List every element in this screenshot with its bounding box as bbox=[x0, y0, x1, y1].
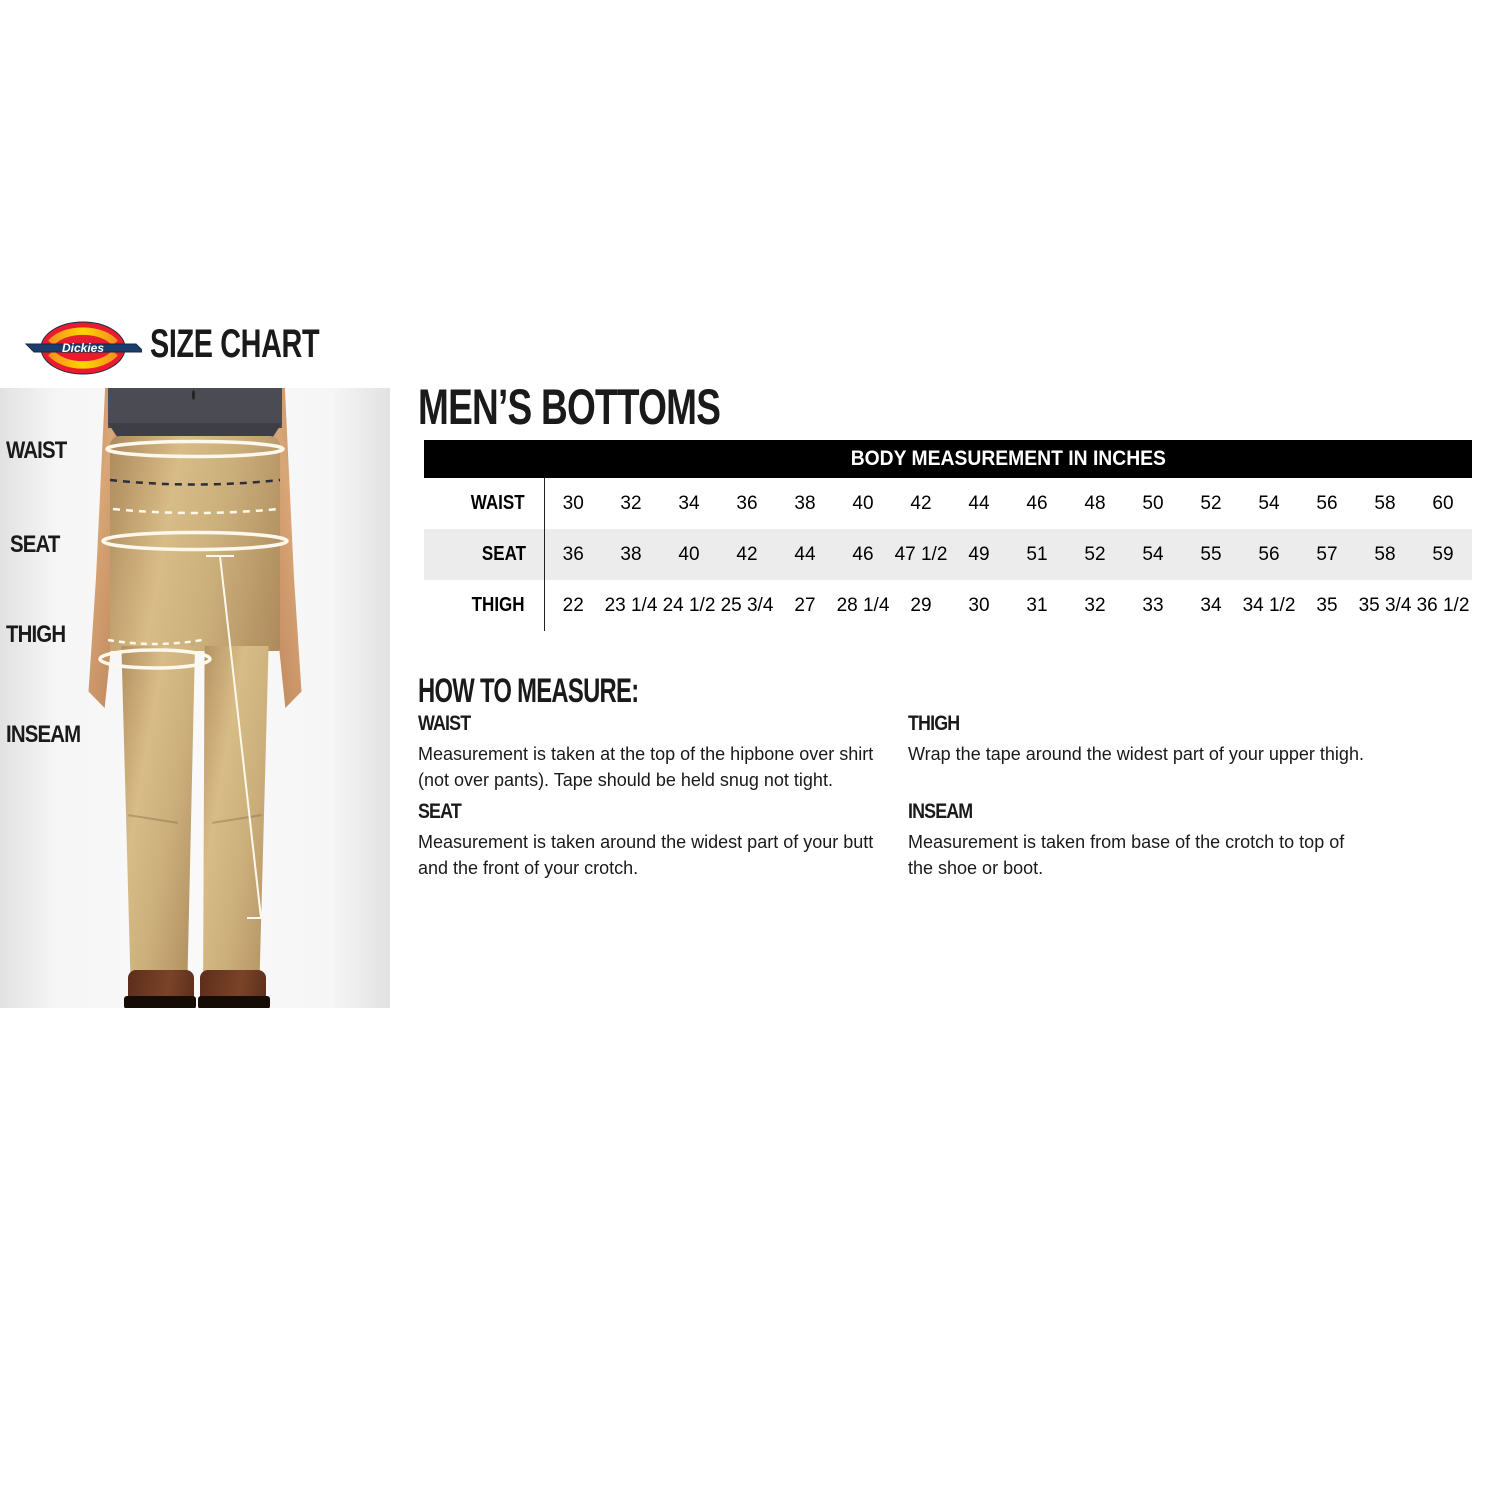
svg-text:Dickies: Dickies bbox=[62, 341, 104, 355]
